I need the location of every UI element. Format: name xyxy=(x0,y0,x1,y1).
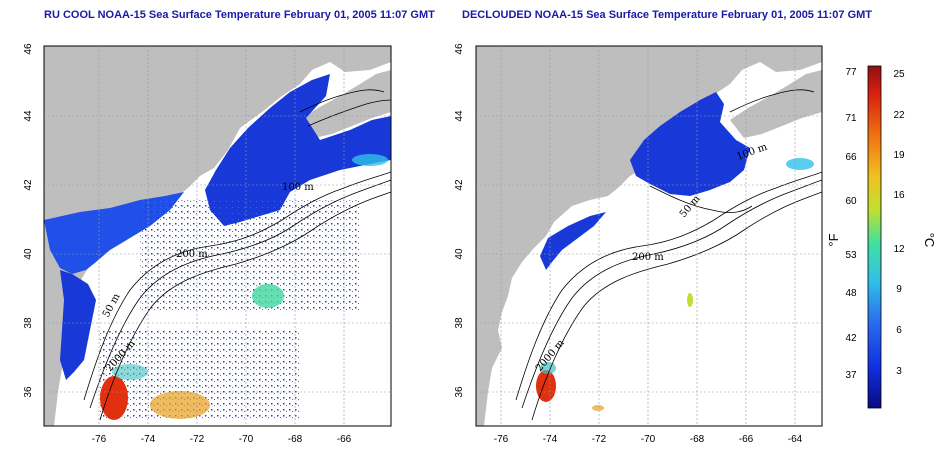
x-tick: -70 xyxy=(641,434,656,445)
x-tick: -76 xyxy=(92,434,107,445)
warm-gulf-stream-patch xyxy=(536,370,556,402)
f-tick: 66 xyxy=(845,152,857,163)
f-tick: 71 xyxy=(845,113,857,124)
contour-label-200m: 200 m xyxy=(176,249,208,260)
land-mass xyxy=(44,46,391,426)
x-tick: -76 xyxy=(494,434,509,445)
land-mass xyxy=(476,46,822,426)
y-tick: 42 xyxy=(454,179,465,191)
cold-water-region xyxy=(630,92,750,196)
cold-water-region xyxy=(205,74,391,226)
x-tick: -70 xyxy=(239,434,254,445)
left-y-axis: 46 44 42 40 38 36 xyxy=(23,43,34,398)
right-x-axis: -76 -74 -72 -70 -68 -66 -64 xyxy=(494,434,803,445)
c-tick: 22 xyxy=(893,110,905,121)
right-y-axis: 46 44 42 40 38 36 xyxy=(454,43,465,398)
y-tick: 46 xyxy=(454,43,465,55)
nova-scotia-land xyxy=(730,70,822,138)
c-tick: 9 xyxy=(896,284,902,295)
x-tick: -66 xyxy=(337,434,352,445)
y-tick: 36 xyxy=(454,386,465,398)
c-tick: 16 xyxy=(893,190,905,201)
f-tick: 77 xyxy=(845,67,857,78)
grid-lines xyxy=(44,46,391,426)
cold-water-shelf xyxy=(60,270,96,380)
right-sst-map: 100 m 50 m 200 m 2000 m -76 -74 -72 -70 … xyxy=(454,43,823,445)
contour-label-200m: 200 m xyxy=(632,252,664,263)
y-tick: 46 xyxy=(23,43,34,55)
colorbar-gradient xyxy=(867,65,882,409)
f-tick: 42 xyxy=(845,333,857,344)
y-tick: 40 xyxy=(454,248,465,260)
y-tick: 40 xyxy=(23,248,34,260)
celsius-scale: 25 22 19 16 12 9 6 3 °C xyxy=(893,69,937,377)
y-tick: 42 xyxy=(23,179,34,191)
x-tick: -72 xyxy=(190,434,205,445)
x-tick: -74 xyxy=(141,434,156,445)
cold-water-south xyxy=(540,212,606,270)
c-tick: 3 xyxy=(896,366,902,377)
fahrenheit-scale: 77 71 66 60 53 48 42 37 °F xyxy=(826,67,857,381)
x-tick: -72 xyxy=(592,434,607,445)
x-tick: -66 xyxy=(739,434,754,445)
celsius-unit-label: °C xyxy=(922,233,937,248)
c-tick: 19 xyxy=(893,150,905,161)
left-x-axis: -76 -74 -72 -70 -68 -66 xyxy=(92,434,352,445)
y-tick: 38 xyxy=(454,317,465,329)
c-tick: 6 xyxy=(896,325,902,336)
f-tick: 53 xyxy=(845,250,857,261)
right-map-title: DECLOUDED NOAA-15 Sea Surface Temperatur… xyxy=(462,9,873,21)
fahrenheit-unit-label: °F xyxy=(826,233,841,246)
warm-gulf-stream-patch xyxy=(100,376,128,420)
f-tick: 37 xyxy=(845,370,857,381)
c-tick: 25 xyxy=(893,69,905,80)
grid-lines xyxy=(476,46,822,426)
x-tick: -68 xyxy=(690,434,705,445)
x-tick: -74 xyxy=(543,434,558,445)
x-tick: -68 xyxy=(288,434,303,445)
y-tick: 36 xyxy=(23,386,34,398)
temperature-colorbar: 77 71 66 60 53 48 42 37 °F 25 22 19 16 1… xyxy=(826,65,937,409)
c-tick: 12 xyxy=(893,244,905,255)
left-map-title: RU COOL NOAA-15 Sea Surface Temperature … xyxy=(44,9,435,21)
nova-scotia-land xyxy=(300,70,391,138)
f-tick: 48 xyxy=(845,288,857,299)
x-tick: -64 xyxy=(788,434,803,445)
left-sst-map: 50 m 100 m 200 m 2000 m -76 -74 -72 -70 … xyxy=(23,43,392,445)
bathymetry-contours xyxy=(515,89,822,421)
f-tick: 60 xyxy=(845,196,857,207)
y-tick: 44 xyxy=(23,110,34,122)
y-tick: 38 xyxy=(23,317,34,329)
contour-label-100m: 100 m xyxy=(282,182,314,193)
y-tick: 44 xyxy=(454,110,465,122)
